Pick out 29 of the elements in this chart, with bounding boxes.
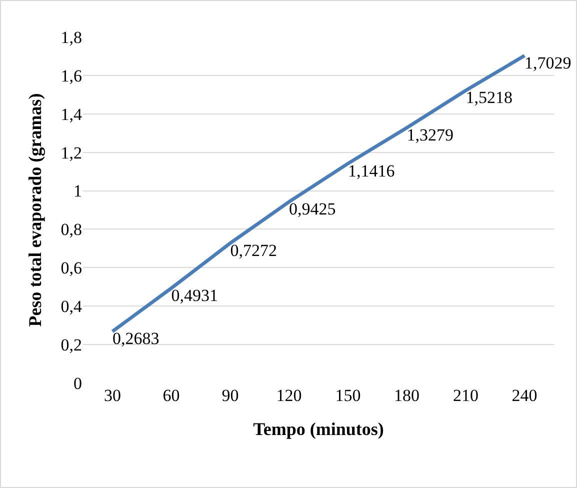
data-label: 0,4931: [171, 286, 218, 305]
y-tick-label: 1,2: [60, 143, 82, 162]
y-tick-label: 1,8: [60, 28, 82, 47]
y-tick-label: 1,6: [60, 66, 82, 86]
x-tick-label: 120: [276, 386, 302, 405]
x-tick-label: 60: [162, 386, 180, 405]
y-tick-label: 0,8: [60, 220, 82, 240]
data-label: 1,5218: [466, 88, 512, 108]
y-tick-label: 1: [74, 182, 82, 201]
x-tick-label: 210: [452, 386, 478, 405]
y-tick-label: 1,4: [60, 104, 82, 124]
data-label: 1,1416: [348, 161, 395, 180]
data-label: 1,7029: [524, 53, 572, 72]
x-tick-label: 240: [512, 386, 538, 405]
x-tick-label: 30: [104, 386, 121, 405]
x-axis-title: Tempo (minutos): [253, 419, 384, 440]
x-tick-label: 150: [335, 386, 361, 405]
x-tick-label: 180: [394, 386, 420, 405]
y-tick-label: 0,4: [60, 297, 82, 316]
y-tick-label: 0: [74, 374, 82, 393]
y-axis-title: Peso total evaporado (gramas): [24, 93, 45, 327]
data-label: 0,7272: [230, 240, 277, 260]
data-label: 1,3279: [406, 126, 454, 144]
x-tick-label: 90: [222, 386, 239, 405]
y-tick-label: 0,6: [60, 258, 82, 278]
data-label: 0,9425: [289, 200, 336, 219]
line-series: [110, 54, 526, 334]
data-label: 0,2683: [112, 329, 160, 348]
y-tick-label: 0,2: [60, 336, 82, 355]
